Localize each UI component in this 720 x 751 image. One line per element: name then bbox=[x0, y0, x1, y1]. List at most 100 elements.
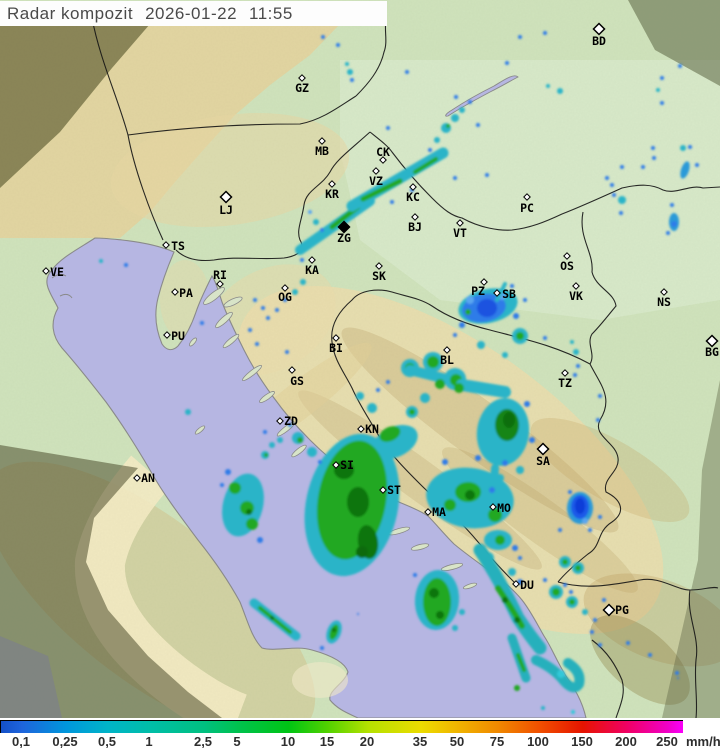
radar-cell bbox=[261, 306, 265, 310]
radar-cell bbox=[588, 528, 592, 532]
city-marker-RI: RI bbox=[213, 268, 227, 288]
radar-cell bbox=[582, 518, 588, 524]
city-label-PZ: PZ bbox=[471, 284, 485, 298]
radar-cell bbox=[446, 124, 450, 128]
city-marker-PG: PG bbox=[602, 603, 629, 617]
city-marker-BJ: BJ bbox=[408, 213, 422, 234]
radar-cell bbox=[489, 487, 495, 493]
radar-cell bbox=[512, 545, 518, 551]
legend-tick-2,5: 2,5 bbox=[193, 734, 213, 749]
intensity-color-scale bbox=[0, 720, 683, 733]
radar-cell bbox=[558, 528, 562, 532]
radar-cell bbox=[576, 364, 580, 368]
city-diamond-icon bbox=[375, 262, 383, 270]
city-marker-TZ: TZ bbox=[558, 369, 572, 390]
city-marker-SB: SB bbox=[493, 287, 516, 301]
precipitation-layer bbox=[99, 31, 699, 714]
city-diamond-icon bbox=[493, 289, 501, 297]
radar-cell bbox=[428, 148, 432, 152]
radar-cell bbox=[200, 321, 204, 325]
radar-cell bbox=[570, 340, 574, 344]
radar-cell bbox=[543, 336, 547, 340]
city-marker-VE: VE bbox=[42, 265, 64, 279]
radar-cell bbox=[263, 430, 267, 434]
city-diamond-icon bbox=[332, 334, 340, 342]
legend-tick-75: 75 bbox=[489, 734, 505, 749]
radar-cell bbox=[523, 298, 527, 302]
radar-cell bbox=[598, 643, 602, 647]
radar-cell bbox=[496, 474, 504, 482]
radar-cell bbox=[347, 69, 353, 75]
radar-cell bbox=[518, 556, 522, 560]
radar-cell bbox=[660, 76, 664, 80]
city-label-KR: KR bbox=[325, 187, 339, 201]
city-marker-BG: BG bbox=[705, 334, 719, 359]
city-diamond-icon bbox=[572, 282, 580, 290]
radar-cell bbox=[568, 490, 572, 494]
city-marker-PA: PA bbox=[171, 286, 193, 300]
city-diamond-icon bbox=[276, 417, 284, 425]
city-label-PU: PU bbox=[171, 329, 185, 343]
city-label-MA: MA bbox=[432, 505, 446, 519]
city-label-PG: PG bbox=[615, 603, 629, 617]
radar-cell bbox=[573, 373, 577, 377]
city-marker-PU: PU bbox=[163, 329, 185, 343]
radar-cell bbox=[300, 279, 306, 285]
radar-cell bbox=[300, 258, 304, 262]
radar-cell bbox=[546, 84, 550, 88]
radar-cell bbox=[518, 35, 522, 39]
city-diamond-icon bbox=[216, 280, 224, 288]
city-diamond-icon bbox=[592, 22, 606, 36]
city-marker-LJ: LJ bbox=[219, 190, 233, 217]
radar-cell bbox=[453, 333, 457, 337]
city-diamond-icon bbox=[133, 474, 141, 482]
radar-cell bbox=[220, 483, 224, 487]
radar-cell bbox=[571, 710, 575, 714]
radar-cell bbox=[602, 598, 606, 602]
radar-cell bbox=[619, 211, 623, 215]
city-diamond-icon bbox=[561, 369, 569, 377]
radar-cell bbox=[677, 677, 679, 679]
radar-cell bbox=[376, 388, 380, 392]
legend-tick-20: 20 bbox=[359, 734, 375, 749]
city-marker-OG: OG bbox=[278, 284, 292, 304]
city-diamond-icon bbox=[379, 486, 387, 494]
city-diamond-icon bbox=[456, 219, 464, 227]
city-marker-DU: DU bbox=[512, 578, 534, 592]
city-diamond-icon bbox=[288, 366, 296, 374]
radar-cell bbox=[269, 442, 275, 448]
city-diamond-icon bbox=[409, 183, 417, 191]
city-diamond-icon bbox=[480, 278, 488, 286]
radar-cell bbox=[318, 460, 322, 464]
radar-cell bbox=[626, 641, 630, 645]
city-diamond-icon bbox=[660, 288, 668, 296]
radar-cell bbox=[285, 350, 289, 354]
radar-cell bbox=[185, 409, 191, 415]
city-diamond-icon bbox=[318, 137, 326, 145]
radar-cell bbox=[454, 95, 458, 99]
legend-tick-10: 10 bbox=[280, 734, 296, 749]
city-marker-VK: VK bbox=[569, 282, 583, 303]
city-marker-BI: BI bbox=[329, 334, 343, 355]
city-marker-ZD: ZD bbox=[276, 414, 298, 428]
radar-cell bbox=[453, 176, 457, 180]
city-label-OG: OG bbox=[278, 290, 292, 304]
city-label-DU: DU bbox=[520, 578, 534, 592]
city-label-KN: KN bbox=[365, 422, 379, 436]
radar-cell bbox=[390, 200, 394, 204]
radar-cell bbox=[320, 646, 324, 650]
radar-cell bbox=[573, 349, 579, 355]
city-diamond-icon bbox=[523, 193, 531, 201]
radar-cell bbox=[666, 231, 670, 235]
city-diamond-icon bbox=[443, 346, 451, 354]
city-label-NS: NS bbox=[657, 295, 671, 309]
legend-tick-5: 5 bbox=[233, 734, 241, 749]
city-label-AN: AN bbox=[141, 471, 155, 485]
city-label-GZ: GZ bbox=[295, 81, 309, 95]
city-diamond-icon bbox=[337, 220, 351, 234]
radar-cell bbox=[514, 685, 520, 691]
legend-tick-35: 35 bbox=[412, 734, 428, 749]
city-label-TS: TS bbox=[171, 239, 185, 253]
